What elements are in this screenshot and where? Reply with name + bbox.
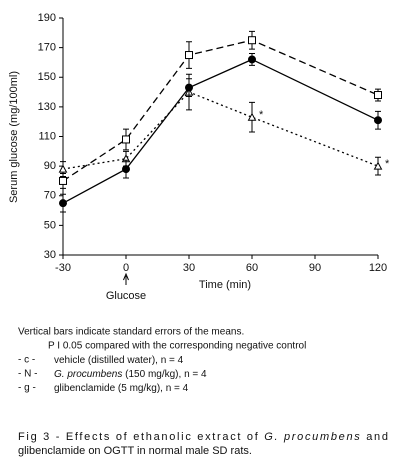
legend-label: vehicle (distilled water), n = 4 <box>54 355 184 366</box>
marker <box>248 36 256 45</box>
series-line <box>62 58 379 204</box>
x-tick-label: 120 <box>369 262 387 274</box>
y-tick-label: 190 <box>38 12 56 24</box>
x-tick-label: -30 <box>55 262 71 274</box>
y-tick-label: 110 <box>38 130 56 142</box>
y-tick-label: 130 <box>38 101 56 113</box>
marker <box>185 83 193 92</box>
marker <box>247 112 257 121</box>
marker <box>374 91 382 100</box>
series-line <box>62 39 379 182</box>
text-run: G. procumbens <box>264 431 360 443</box>
series-line <box>62 91 379 170</box>
marker <box>58 164 68 173</box>
legend-key: - c - <box>18 355 35 366</box>
marker <box>248 55 256 64</box>
legend-key: - g - <box>18 383 36 394</box>
note: Vertical bars indicate standard errors o… <box>18 327 244 338</box>
marker <box>373 161 383 170</box>
x-tick-label: 90 <box>309 262 321 274</box>
caption-line: Fig 3 - Effects of ethanolic extract of … <box>18 431 388 443</box>
marker <box>59 176 67 185</box>
text-run: Fig 3 - Effects of ethanolic extract of <box>18 431 263 443</box>
y-tick-label: 70 <box>44 190 56 202</box>
marker <box>59 199 67 208</box>
y-tick-label: 150 <box>38 71 56 83</box>
legend-label: G. procumbens (150 mg/kg), n = 4 <box>54 369 207 380</box>
x-tick-label: 60 <box>246 262 258 274</box>
marker <box>374 116 382 125</box>
x-tick-label: 0 <box>123 262 129 274</box>
text-run: vehicle (distilled water), n = 4 <box>54 355 184 366</box>
marker <box>122 165 130 174</box>
text-run: and <box>361 431 388 443</box>
annotation: Glucose <box>106 290 146 302</box>
y-axis-label: Serum glucose (mg/100ml) <box>8 71 20 203</box>
annotation-arrow <box>123 272 129 285</box>
x-tick-label: 30 <box>183 262 195 274</box>
marker <box>185 51 193 60</box>
x-axis-label: Time (min) <box>199 279 251 291</box>
y-tick-label: 30 <box>44 249 56 261</box>
text-run: (150 mg/kg), n = 4 <box>122 369 207 380</box>
caption-line: glibenclamide on OGTT in normal male SD … <box>18 445 252 457</box>
note: P I 0.05 compared with the corresponding… <box>48 341 306 352</box>
text-run: glibenclamide on OGTT in normal male SD … <box>18 445 252 457</box>
significance-marker: * <box>385 158 390 170</box>
y-tick-label: 90 <box>44 160 56 172</box>
marker <box>122 135 130 144</box>
legend-label: glibenclamide (5 mg/kg), n = 4 <box>54 383 189 394</box>
y-tick-label: 170 <box>38 42 56 54</box>
legend-key: - N - <box>18 369 37 380</box>
y-tick-label: 50 <box>44 219 56 231</box>
text-run: G. procumbens <box>54 369 122 380</box>
significance-marker: * <box>259 109 264 121</box>
text-run: glibenclamide (5 mg/kg), n = 4 <box>54 383 189 394</box>
